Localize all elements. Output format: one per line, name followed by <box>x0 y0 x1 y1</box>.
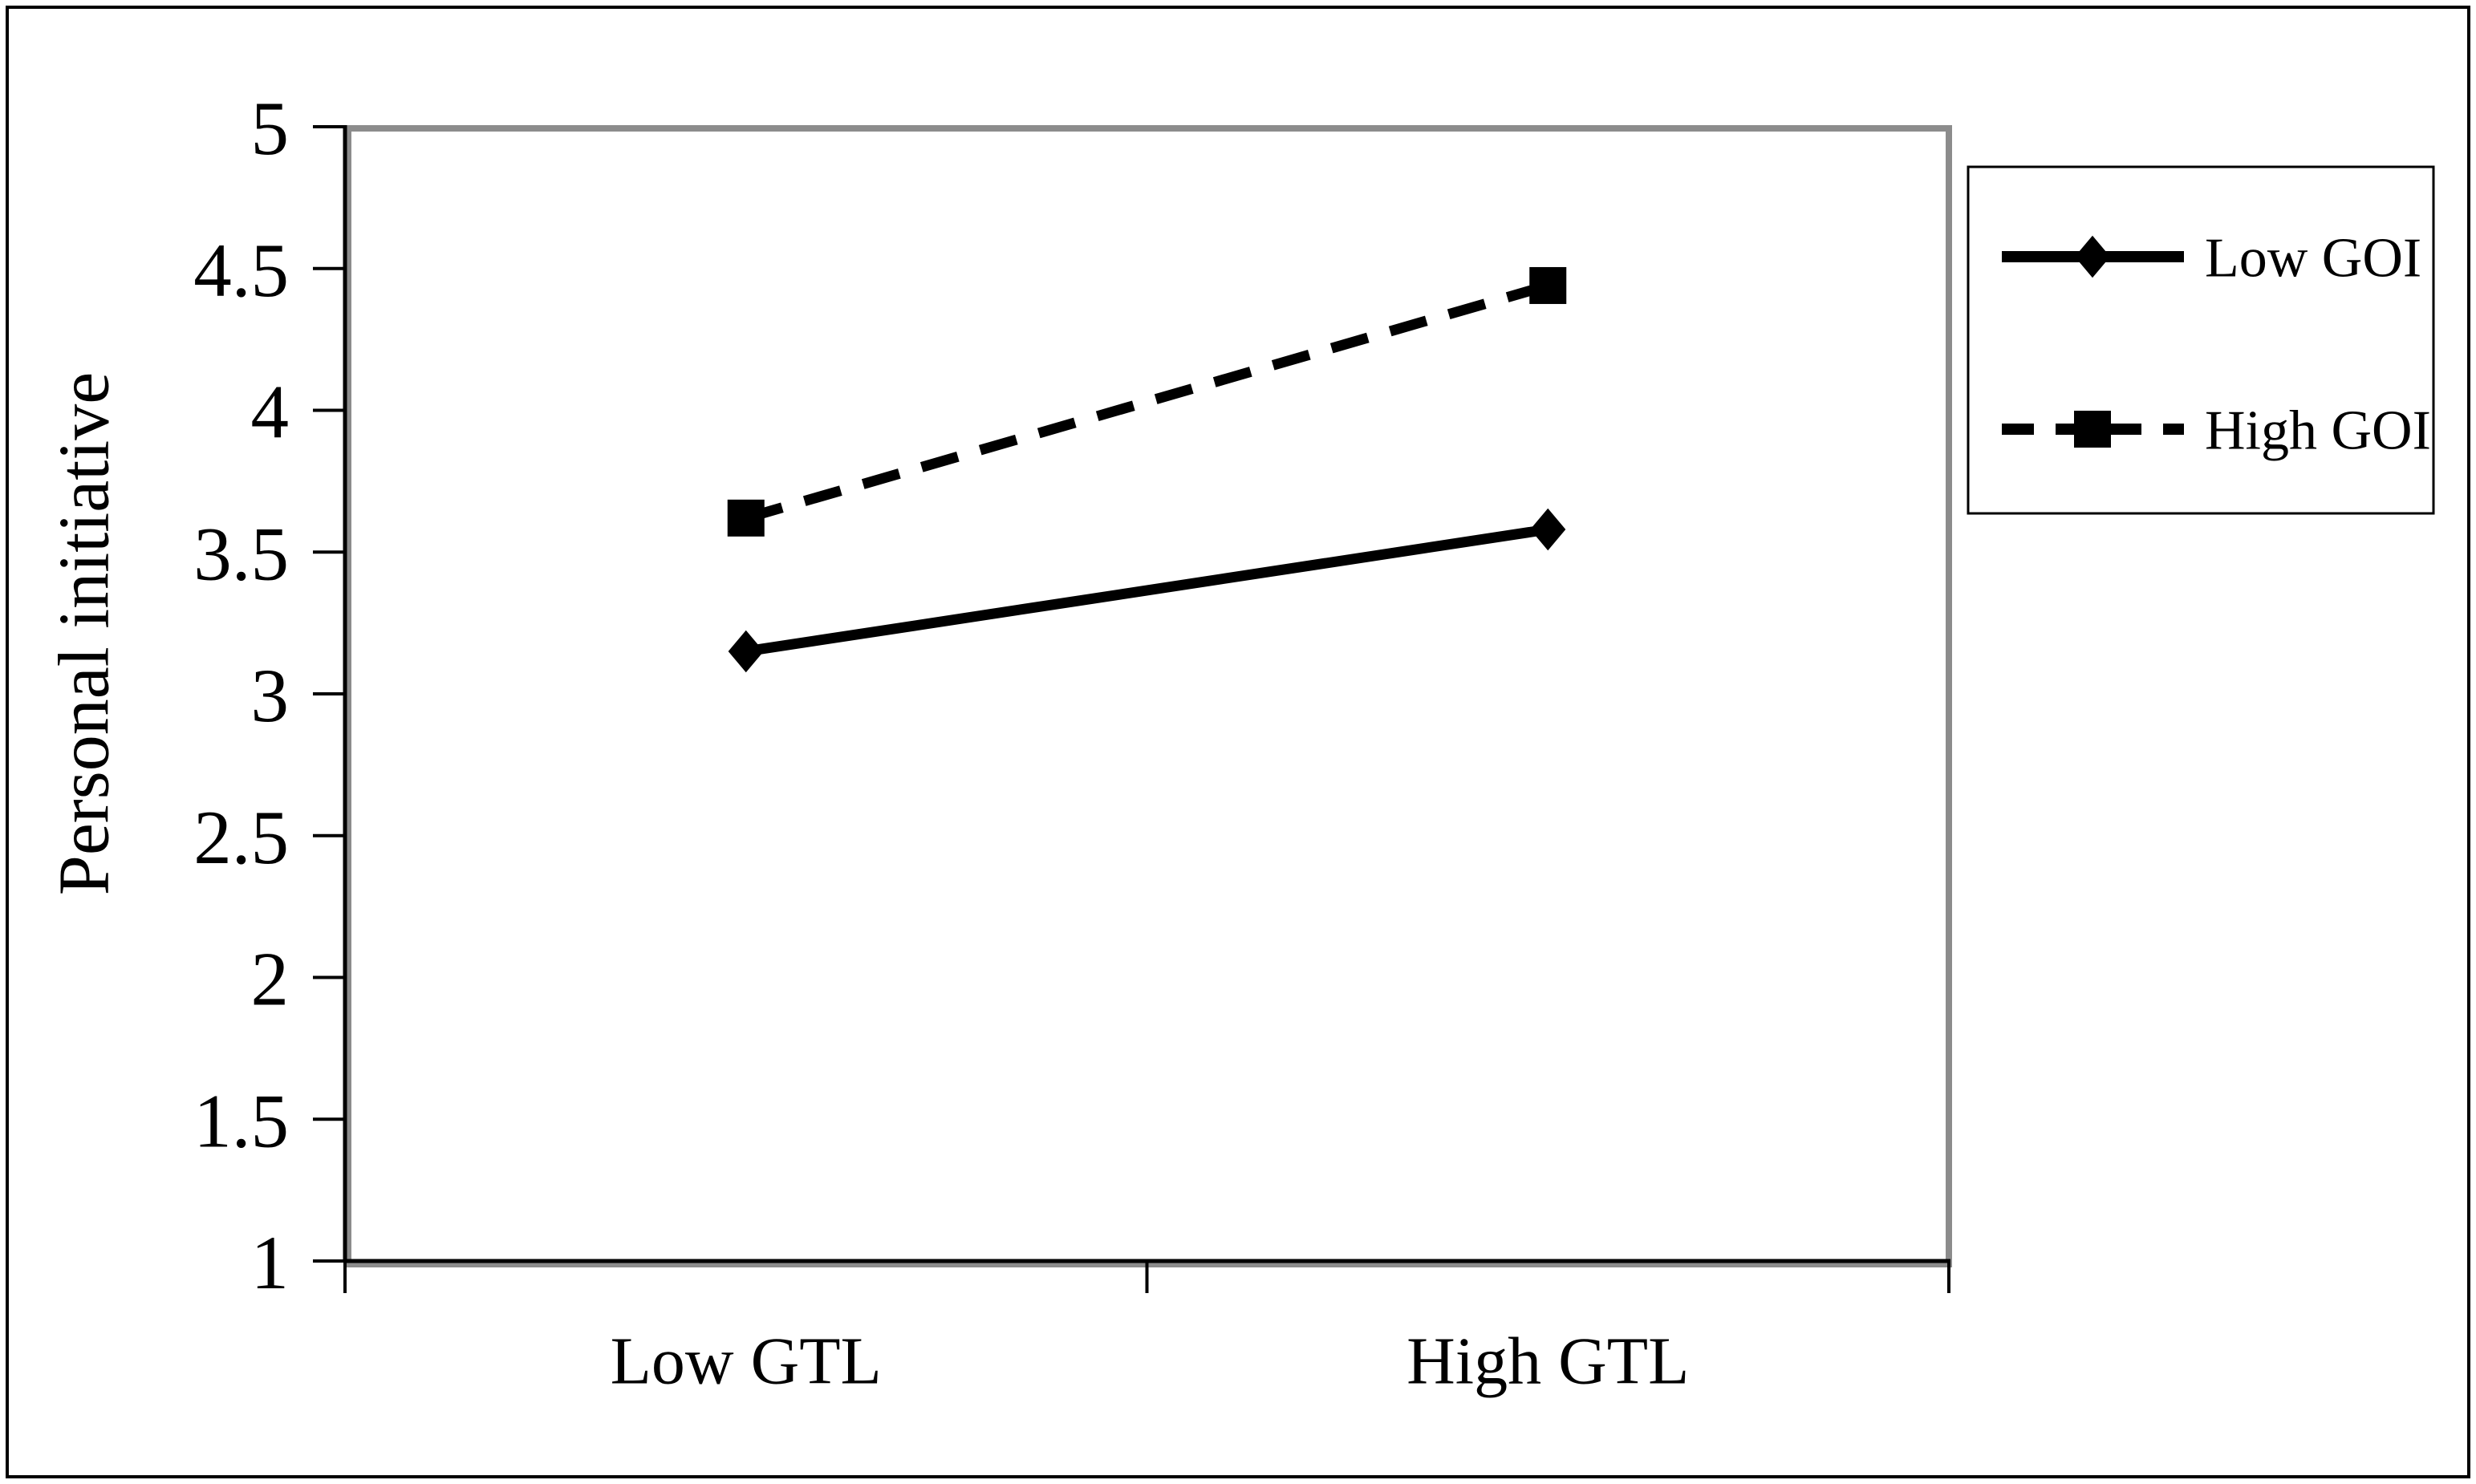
y-tick-label: 1 <box>251 1220 290 1305</box>
legend-entry-high-goi: High GOI <box>2002 400 2431 462</box>
series-low-goi-diamond-marker <box>1530 508 1566 551</box>
legend: Low GOI High GOI <box>1967 165 2435 515</box>
x-category-label: Low GTL <box>611 1324 882 1399</box>
plot-layer: 5 4.5 4 3.5 3 2.5 2 1.5 1 Low GTL High GTL <box>193 86 1952 1399</box>
series-high-goi-square-marker <box>1529 266 1567 304</box>
legend-square-icon <box>2074 411 2111 448</box>
y-tick-label: 4 <box>251 370 290 455</box>
y-tick-label: 3.5 <box>193 511 289 596</box>
x-category-label: High GTL <box>1406 1324 1689 1399</box>
plot-area <box>345 125 1952 1267</box>
legend-box <box>1967 165 2435 515</box>
y-axis-title: Personal initiative <box>45 372 124 895</box>
y-tick-label: 2.5 <box>193 795 289 880</box>
legend-label: High GOI <box>2205 400 2431 462</box>
y-tick-label: 1.5 <box>193 1078 289 1163</box>
series-low-goi-line <box>745 524 1549 657</box>
y-tick-label: 5 <box>251 86 290 171</box>
y-tick-label: 2 <box>251 937 290 1022</box>
legend-diamond-icon <box>2074 235 2111 278</box>
y-tick-label: 3 <box>251 653 290 738</box>
y-tick-label: 4.5 <box>193 228 289 313</box>
series-low-goi-diamond-marker <box>728 630 764 673</box>
legend-entry-low-goi: Low GOI <box>2002 228 2421 290</box>
series-high-goi-line <box>744 280 1550 524</box>
series-high-goi-square-marker <box>727 499 765 537</box>
legend-label: Low GOI <box>2205 228 2421 290</box>
